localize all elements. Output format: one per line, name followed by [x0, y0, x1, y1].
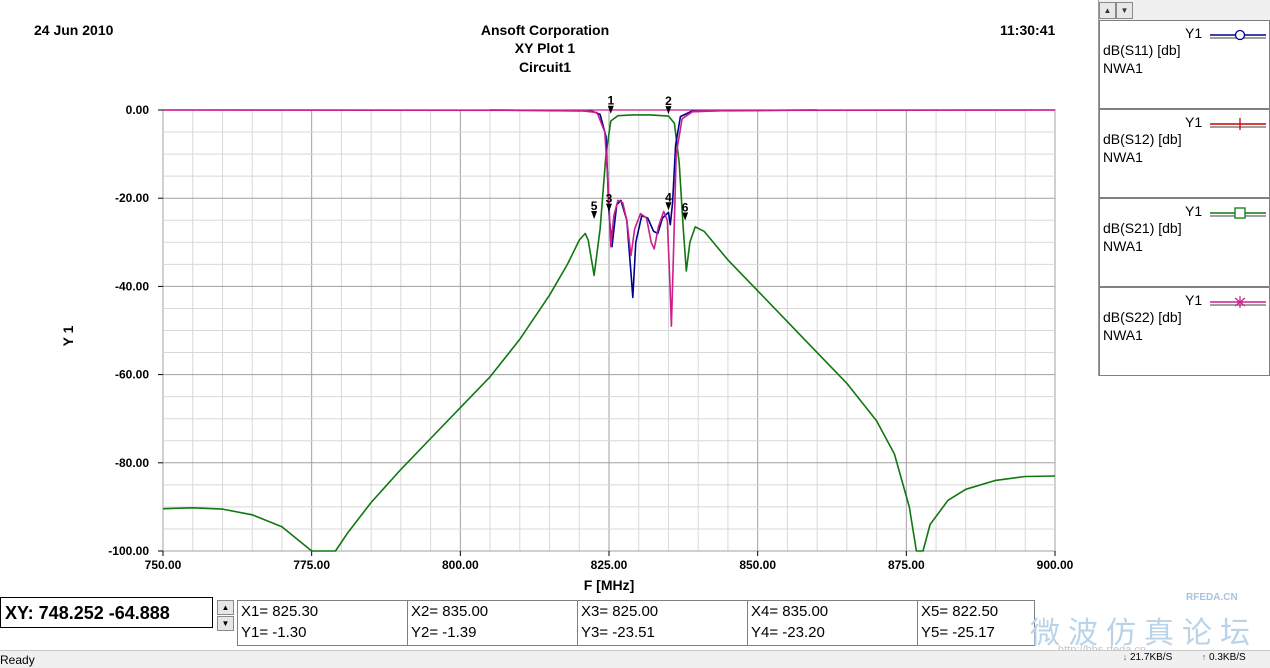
- spin-up-button[interactable]: ▲: [217, 600, 234, 615]
- watermark-site: RFEDA.CN: [1186, 592, 1238, 603]
- marker-table: X1= 825.30 Y1= -1.30 X2= 835.00 Y2= -1.39 X3…: [237, 600, 1035, 646]
- marker-triangle: [591, 210, 598, 219]
- square-icon: [1210, 207, 1266, 219]
- x-tick-label: 825.00: [591, 558, 628, 572]
- marker-label: 5: [591, 199, 598, 213]
- arrow-down-icon: ↓: [1122, 652, 1128, 662]
- marker-cell: X4= 835.00 Y4= -23.20: [748, 601, 918, 645]
- marker-triangle: [607, 105, 614, 114]
- x-tick-label: 850.00: [739, 558, 776, 572]
- marker-x-value: X3= 825.00: [581, 603, 659, 620]
- asterisk-icon: [1210, 296, 1266, 308]
- legend-source: NWA1: [1103, 149, 1143, 165]
- upload-speed-value: 0.3KB/S: [1209, 652, 1246, 663]
- marker-x-value: X2= 835.00: [411, 603, 489, 620]
- marker-label: 1: [607, 94, 614, 108]
- marker-triangle: [665, 106, 672, 115]
- legend-yname: Y1: [1185, 25, 1203, 41]
- grid-lines: [162, 109, 1056, 552]
- arrow-up-icon: ↑: [1201, 652, 1207, 662]
- plot-time: 11:30:41: [1000, 22, 1056, 38]
- y-tick-label: -60.00: [115, 368, 149, 382]
- scroll-up-button[interactable]: ▲: [1099, 2, 1116, 19]
- y-tick-label: 0.00: [126, 103, 150, 117]
- status-bar: Ready ↓ 21.7KB/S ↑ 0.3KB/S: [0, 650, 1270, 668]
- marker-label: 6: [682, 200, 689, 214]
- scroll-down-button[interactable]: ▼: [1116, 2, 1133, 19]
- company-title: Ansoft Corporation: [480, 22, 610, 38]
- watermark-text: 微波仿真论坛: [1030, 616, 1258, 651]
- marker-x-value: X4= 835.00: [751, 603, 829, 620]
- x-tick-label: 875.00: [888, 558, 925, 572]
- marker-label: 2: [665, 94, 672, 108]
- marker-y-value: Y3= -23.51: [581, 624, 655, 641]
- circle-icon: [1210, 29, 1266, 41]
- legend-scroll: ▲ ▼: [1099, 2, 1133, 19]
- marker-cell: X5= 822.50 Y5= -25.17: [918, 601, 1034, 645]
- marker-triangle: [682, 212, 689, 221]
- marker-x-value: X1= 825.30: [241, 603, 319, 620]
- legend-yname: Y1: [1185, 114, 1203, 130]
- download-speed-value: 21.7KB/S: [1130, 652, 1173, 663]
- plot-title: XY Plot 1: [514, 40, 576, 56]
- readout-spinner: ▲ ▼: [217, 600, 234, 631]
- axis-ticks: 750.00 775.00 800.00 825.00 850.00 875.00 900.…: [108, 103, 1073, 572]
- legend-expression: dB(S12) [db]: [1103, 131, 1182, 147]
- marker-cell: X3= 825.00 Y3= -23.51: [578, 601, 748, 645]
- legend-source: NWA1: [1103, 327, 1143, 343]
- marker-triangle: [606, 203, 612, 212]
- marker-y-value: Y2= -1.39: [411, 624, 477, 641]
- x-axis-label: F [MHz]: [584, 577, 635, 593]
- marker-y-value: Y1= -1.30: [241, 624, 307, 641]
- series-line[interactable]: [162, 114, 1056, 552]
- legend-yname: Y1: [1185, 292, 1203, 308]
- legend-entry[interactable]: Y1 dB(S21) [db] NWA1: [1099, 198, 1270, 287]
- xy-plot[interactable]: 750.00 775.00 800.00 825.00 850.00 875.00 900.…: [0, 0, 1098, 600]
- legend-entry[interactable]: Y1 dB(S11) [db] NWA1: [1099, 20, 1270, 109]
- legend-source: NWA1: [1103, 60, 1143, 76]
- legend-source: NWA1: [1103, 238, 1143, 254]
- legend-yname: Y1: [1185, 203, 1203, 219]
- plot-date: 24 Jun 2010: [34, 22, 114, 38]
- marker-y-value: Y5= -25.17: [921, 624, 995, 641]
- legend-expression: dB(S22) [db]: [1103, 309, 1182, 325]
- spin-down-button[interactable]: ▼: [217, 616, 234, 631]
- legend-expression: dB(S21) [db]: [1103, 220, 1182, 236]
- marker-cell: X2= 835.00 Y2= -1.39: [408, 601, 578, 645]
- x-tick-label: 750.00: [145, 558, 182, 572]
- download-speed: ↓ 21.7KB/S: [1120, 652, 1190, 666]
- marker-label: 4: [665, 190, 672, 204]
- x-tick-label: 775.00: [293, 558, 330, 572]
- legend-entry[interactable]: Y1 dB(S22) [db] NWA1: [1099, 287, 1270, 376]
- circuit-title: Circuit1: [518, 59, 572, 75]
- y-tick-label: -80.00: [115, 456, 149, 470]
- marker-triangle: [665, 202, 672, 211]
- x-tick-label: 900.00: [1037, 558, 1074, 572]
- xy-readout: XY: 748.252 -64.888: [0, 597, 213, 628]
- y-tick-label: -40.00: [115, 279, 149, 293]
- marker-cell: X1= 825.30 Y1= -1.30: [238, 601, 408, 645]
- legend-entry[interactable]: Y1 dB(S12) [db] NWA1: [1099, 109, 1270, 198]
- marker-y-value: Y4= -23.20: [751, 624, 825, 641]
- x-tick-label: 800.00: [442, 558, 479, 572]
- marker-layer: 1 2 3 4 5 6: [591, 94, 689, 221]
- marker-label: 3: [606, 192, 613, 206]
- y-tick-label: -20.00: [115, 191, 149, 205]
- status-ready: Ready: [0, 653, 35, 667]
- y-axis-label: Y 1: [60, 325, 76, 346]
- plus-icon: [1210, 118, 1266, 130]
- marker-x-value: X5= 822.50: [921, 603, 999, 620]
- y-tick-label: -100.00: [108, 544, 149, 558]
- legend-expression: dB(S11) [db]: [1103, 42, 1181, 58]
- upload-speed: ↑ 0.3KB/S: [1199, 652, 1269, 666]
